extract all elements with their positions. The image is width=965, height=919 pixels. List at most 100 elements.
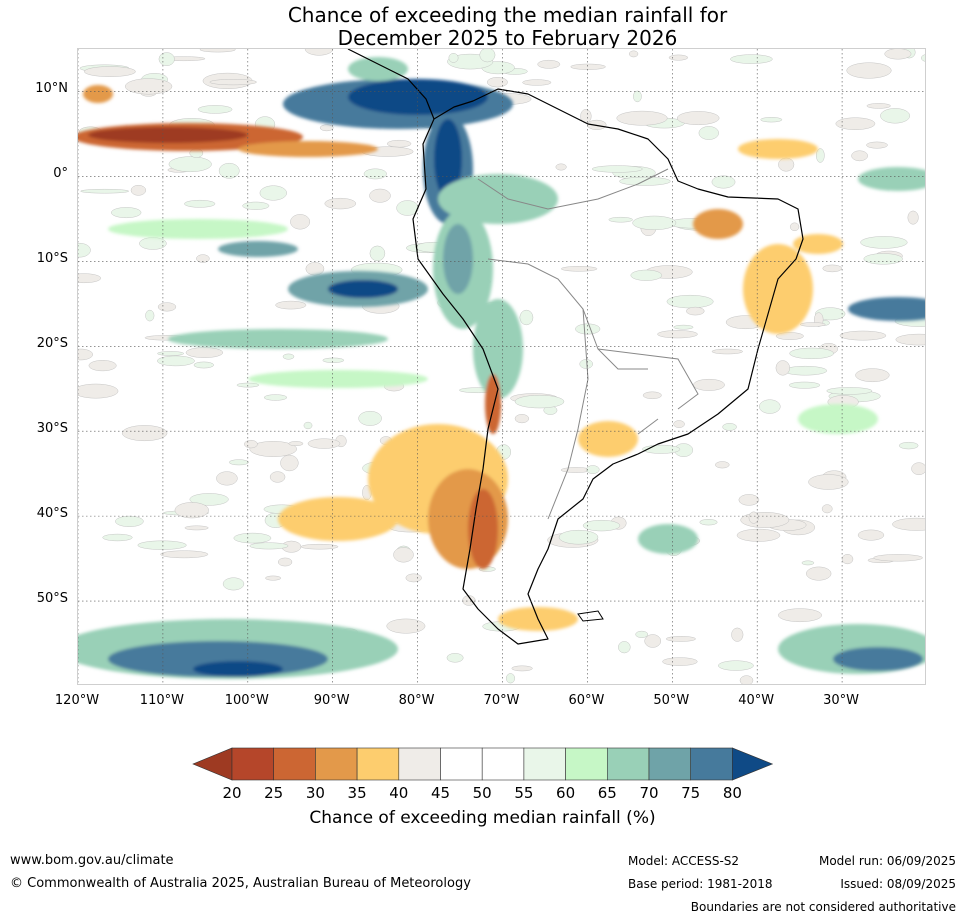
colorbar-segment bbox=[315, 747, 358, 781]
colorbar-tick-label: 70 bbox=[639, 784, 659, 802]
noise-patch bbox=[662, 657, 698, 666]
country-borders bbox=[477, 168, 699, 520]
noise-patch bbox=[846, 62, 892, 79]
noise-patch bbox=[616, 110, 668, 126]
noise-patch bbox=[911, 462, 925, 475]
model-text: Model: ACCESS-S2 bbox=[628, 854, 740, 868]
noise-patch bbox=[189, 493, 229, 506]
noise-patch bbox=[693, 378, 725, 391]
noise-patch bbox=[591, 165, 643, 173]
noise-patch bbox=[218, 163, 240, 179]
noise-patch bbox=[269, 471, 286, 483]
noise-patch bbox=[895, 333, 925, 346]
noise-patch bbox=[199, 49, 236, 53]
noise-patch bbox=[738, 494, 760, 506]
noise-patch bbox=[228, 459, 249, 466]
colorbar-segment bbox=[398, 747, 441, 781]
colorbar-tick-label: 50 bbox=[472, 784, 492, 802]
longitude-label: 40°W bbox=[738, 693, 775, 708]
dry-core-equatorial-pacific bbox=[88, 127, 248, 143]
noise-patch bbox=[841, 554, 854, 565]
noise-patch bbox=[857, 529, 885, 541]
base-period-text: Base period: 1981-2018 bbox=[628, 877, 773, 891]
disclaimer-text: Boundaries are not considered authoritat… bbox=[690, 900, 956, 914]
colorbar-extend-high bbox=[732, 747, 774, 781]
colorbar-label: Chance of exceeding median rainfall (%) bbox=[309, 808, 656, 828]
noise-patch bbox=[168, 156, 212, 172]
noise-patch bbox=[78, 383, 119, 399]
noise-patch bbox=[282, 353, 295, 360]
noise-patch bbox=[130, 184, 147, 196]
noise-patch bbox=[88, 360, 117, 372]
noise-patch bbox=[800, 322, 826, 327]
longitude-label: 90°W bbox=[313, 693, 350, 708]
noise-patch bbox=[158, 52, 175, 66]
noise-patch bbox=[174, 502, 209, 519]
noise-patch bbox=[863, 253, 903, 265]
noise-patch bbox=[860, 236, 908, 249]
noise-patch bbox=[185, 347, 223, 358]
noise-patch bbox=[880, 108, 910, 124]
noise-patch bbox=[139, 237, 167, 250]
colorbar-segment bbox=[565, 747, 608, 781]
noise-patch bbox=[759, 399, 781, 414]
longitude-label: 110°W bbox=[139, 693, 184, 708]
noise-patch bbox=[816, 148, 825, 163]
noise-patch bbox=[78, 243, 91, 258]
noise-patch bbox=[866, 141, 888, 149]
noise-patch bbox=[233, 532, 272, 544]
noise-patch bbox=[196, 254, 210, 263]
noise-patch bbox=[319, 124, 334, 132]
latitude-label: 50°S bbox=[36, 591, 68, 607]
colorbar-tick-label: 40 bbox=[389, 784, 409, 802]
noise-patch bbox=[265, 575, 282, 581]
noise-patch bbox=[84, 66, 136, 77]
noise-patch bbox=[668, 54, 688, 61]
noise-patch bbox=[866, 103, 891, 109]
longitude-label: 50°W bbox=[653, 693, 690, 708]
noise-patch bbox=[822, 264, 842, 273]
colorbar-tick-label: 30 bbox=[305, 784, 325, 802]
noise-patch bbox=[519, 309, 534, 326]
noise-patch bbox=[197, 105, 233, 114]
latitude-label: 10°S bbox=[36, 251, 68, 267]
noise-patch bbox=[157, 302, 177, 312]
noise-patch bbox=[715, 461, 730, 469]
noise-patch bbox=[730, 54, 773, 64]
noise-patch bbox=[731, 627, 744, 642]
dry-band-equatorial-east bbox=[238, 141, 378, 157]
noise-patch bbox=[873, 554, 923, 562]
noise-patch bbox=[642, 391, 662, 399]
noise-patch bbox=[632, 215, 677, 231]
noise-patch bbox=[249, 542, 289, 550]
colorbar bbox=[192, 747, 774, 781]
noise-patch bbox=[358, 410, 382, 426]
noise-patch bbox=[369, 245, 386, 262]
colorbar-segment bbox=[440, 747, 483, 781]
noise-patch bbox=[363, 168, 387, 180]
website-link[interactable]: www.bom.gov.au/climate bbox=[10, 853, 174, 868]
longitude-label: 80°W bbox=[398, 693, 435, 708]
noise-patch bbox=[884, 49, 912, 60]
noise-patch bbox=[586, 465, 600, 474]
noise-patch bbox=[778, 157, 795, 172]
noise-patch bbox=[124, 78, 173, 95]
noise-patch bbox=[677, 111, 720, 125]
colorbar-tick-label: 55 bbox=[514, 784, 534, 802]
copyright-text: © Commonwealth of Australia 2025, Austra… bbox=[10, 876, 471, 891]
noise-patch bbox=[137, 540, 187, 550]
longitude-label: 70°W bbox=[483, 693, 520, 708]
noise-patch bbox=[630, 269, 662, 281]
noise-patch bbox=[322, 357, 345, 363]
noise-patch bbox=[633, 90, 642, 103]
longitude-label: 120°W bbox=[54, 693, 100, 708]
map-svg bbox=[78, 49, 925, 684]
noise-patch bbox=[121, 425, 168, 441]
noise-patch bbox=[575, 323, 601, 335]
noise-patch bbox=[462, 595, 476, 606]
noise-patch bbox=[290, 214, 311, 230]
colorbar-tick-label: 60 bbox=[556, 784, 576, 802]
noise-patch bbox=[280, 454, 299, 472]
noise-patch bbox=[160, 550, 209, 559]
noise-patch bbox=[184, 525, 209, 531]
